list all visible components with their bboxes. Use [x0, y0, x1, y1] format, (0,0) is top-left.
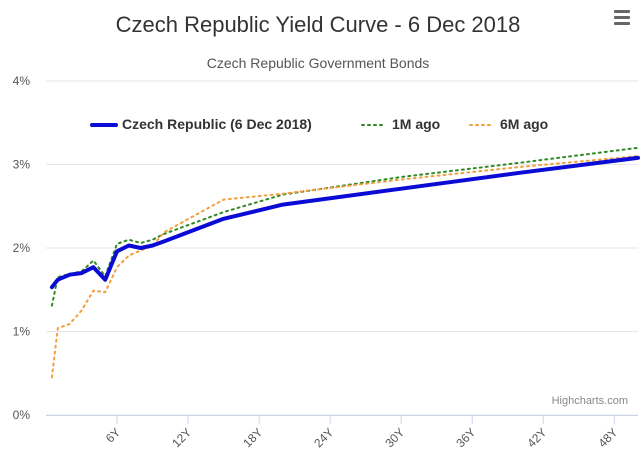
legend-label: Czech Republic (6 Dec 2018): [122, 116, 312, 132]
y-tick-label: 4%: [13, 74, 31, 88]
series-line-current[interactable]: [49, 155, 640, 290]
y-tick-label: 0%: [13, 408, 31, 422]
credits-link[interactable]: Highcharts.com: [552, 395, 628, 407]
series-line-6m-ago[interactable]: [50, 155, 639, 379]
legend-label: 1M ago: [392, 116, 440, 132]
legend-label: 6M ago: [500, 116, 548, 132]
y-tick-label: 1%: [13, 325, 31, 339]
chart-title: Czech Republic Yield Curve - 6 Dec 2018: [116, 12, 521, 37]
context-menu-button[interactable]: [608, 4, 634, 30]
series-lines: [49, 146, 640, 379]
legend-item-current[interactable]: Czech Republic (6 Dec 2018): [90, 116, 312, 132]
y-tick-label: 3%: [13, 158, 31, 172]
chart-subtitle: Czech Republic Government Bonds: [207, 55, 430, 71]
legend-item-6m-ago[interactable]: 6M ago: [469, 116, 548, 132]
legend: Czech Republic (6 Dec 2018) 1M ago 6M ago: [90, 116, 548, 132]
legend-item-1m-ago[interactable]: 1M ago: [361, 116, 440, 132]
y-tick-label: 2%: [13, 241, 31, 255]
hamburger-menu-icon: [614, 10, 630, 25]
